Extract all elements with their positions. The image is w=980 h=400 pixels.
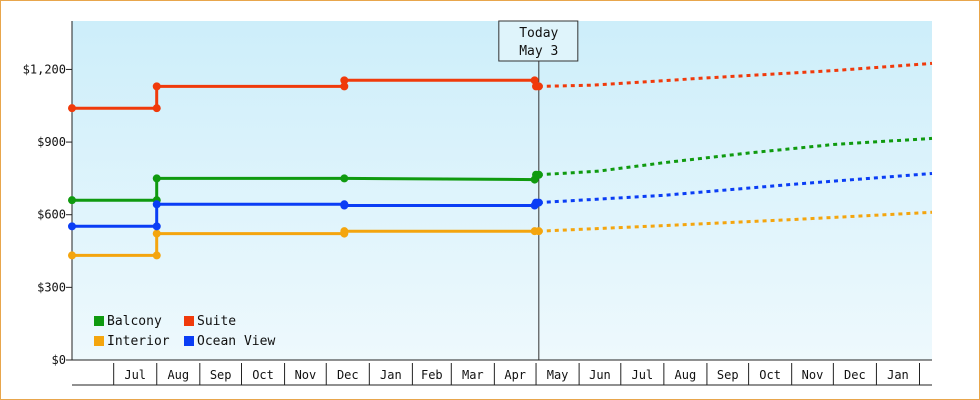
data-point-balcony[interactable] — [534, 170, 543, 179]
today-label-box — [498, 20, 579, 62]
x-tick-label: May — [547, 368, 569, 382]
data-markers — [68, 76, 543, 260]
legend-swatch — [184, 316, 194, 326]
data-point-balcony[interactable] — [68, 196, 76, 205]
forecast-line-interior — [538, 210, 933, 233]
x-tick-label: Sep — [717, 368, 739, 382]
data-point-suite[interactable] — [152, 82, 161, 91]
data-point-ocean-view[interactable] — [152, 222, 161, 231]
data-point-suite[interactable] — [340, 82, 349, 91]
y-tick-label: $300 — [37, 280, 66, 294]
x-tick-label: Aug — [167, 368, 189, 382]
x-tick-label: Feb — [421, 368, 443, 382]
legend-item-interior[interactable]: Interior — [94, 334, 170, 349]
legend-swatch — [184, 336, 194, 346]
data-point-ocean-view[interactable] — [152, 200, 161, 209]
x-tick-label: Nov — [295, 368, 317, 382]
x-axis: Jul Aug Sep Oct Nov Dec Jan Feb Mar Apr May Jun Jul A… — [72, 359, 932, 386]
today-marker: Today May 3 — [498, 20, 579, 360]
data-point-interior[interactable] — [68, 251, 76, 260]
data-point-interior[interactable] — [340, 227, 349, 236]
data-point-suite[interactable] — [534, 82, 543, 91]
y-axis: $0 $300 $600 $900 $1,200 — [23, 21, 73, 367]
data-point-suite[interactable] — [68, 104, 76, 113]
x-tick-label: Jun — [589, 368, 611, 382]
legend-label: Suite — [197, 314, 236, 329]
y-tick-label: $1,200 — [23, 62, 66, 76]
legend-item-ocean-view[interactable]: Ocean View — [184, 334, 275, 349]
data-point-suite[interactable] — [530, 76, 539, 85]
x-tick-label: Oct — [252, 368, 274, 382]
legend-item-balcony[interactable]: Balcony — [94, 314, 162, 329]
x-tick-label: Apr — [504, 368, 526, 382]
x-tick-label: Jan — [380, 368, 402, 382]
plot-background — [72, 21, 932, 360]
x-tick-label: Dec — [337, 368, 359, 382]
forecast-line-balcony — [538, 136, 933, 177]
data-point-balcony[interactable] — [152, 174, 161, 183]
legend-item-suite[interactable]: Suite — [184, 314, 236, 329]
data-point-ocean-view[interactable] — [534, 198, 543, 207]
x-tick-label: Dec — [844, 368, 866, 382]
x-tick-label: Nov — [802, 368, 824, 382]
legend-label: Interior — [107, 334, 170, 349]
x-tick-label: Jan — [887, 368, 909, 382]
data-point-suite[interactable] — [152, 104, 161, 113]
legend-swatch — [94, 316, 104, 326]
data-point-interior[interactable] — [534, 227, 543, 236]
data-point-ocean-view[interactable] — [68, 222, 76, 231]
x-tick-label: Oct — [759, 368, 781, 382]
data-point-balcony[interactable] — [340, 174, 349, 183]
legend-label: Ocean View — [197, 334, 275, 349]
x-tick-label: Jul — [631, 368, 653, 382]
today-label: Today — [519, 26, 558, 41]
data-point-interior[interactable] — [152, 229, 161, 238]
forecast-line-ocean-view — [538, 172, 933, 205]
data-point-ocean-view[interactable] — [340, 201, 349, 210]
forecast-line-suite — [538, 61, 933, 88]
y-tick-label: $600 — [37, 208, 66, 222]
x-tick-label: Sep — [210, 368, 232, 382]
x-tick-label: Aug — [675, 368, 697, 382]
y-tick-label: $0 — [52, 353, 66, 367]
legend-swatch — [94, 336, 104, 346]
x-tick-label: Jul — [124, 368, 146, 382]
legend: Balcony Suite Interior Ocean View — [94, 314, 275, 349]
legend-label: Balcony — [107, 314, 162, 329]
today-date-label: May 3 — [519, 44, 558, 59]
y-tick-label: $900 — [37, 135, 66, 149]
data-point-suite[interactable] — [340, 76, 349, 85]
x-tick-label: Mar — [462, 368, 484, 382]
data-point-interior[interactable] — [152, 251, 161, 260]
